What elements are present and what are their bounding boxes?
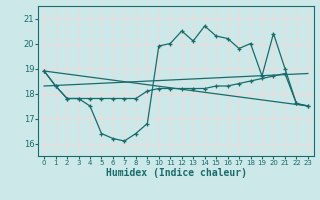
X-axis label: Humidex (Indice chaleur): Humidex (Indice chaleur) [106,168,246,178]
